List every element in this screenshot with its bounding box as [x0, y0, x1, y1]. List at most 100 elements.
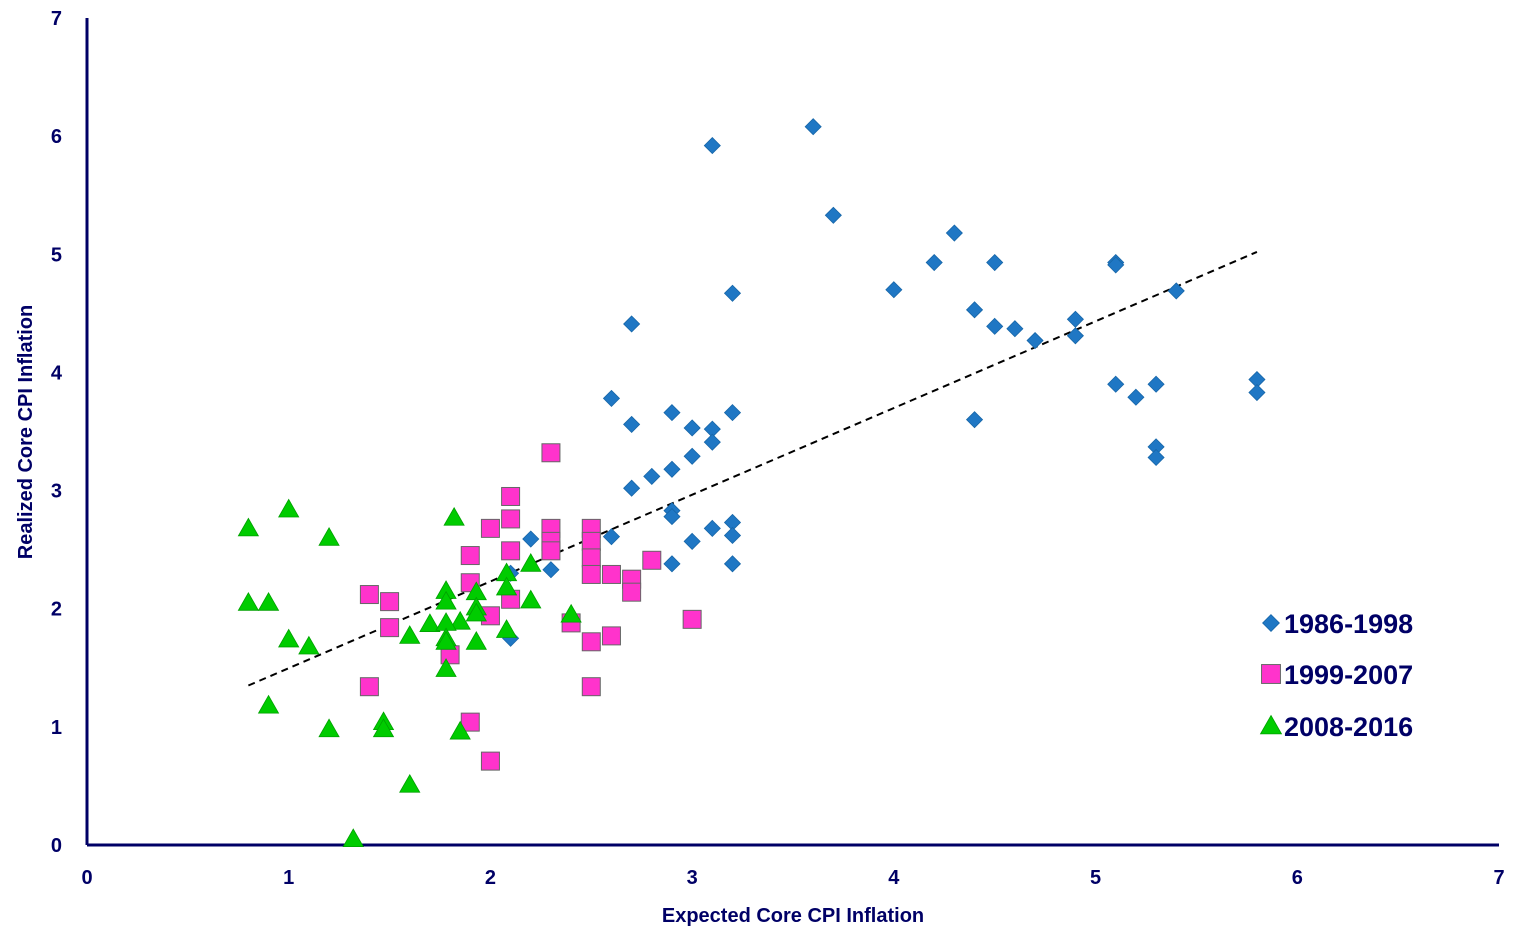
data-point	[359, 677, 379, 697]
legend-label: 2008-2016	[1284, 712, 1413, 742]
data-point	[257, 592, 280, 611]
data-point	[723, 284, 742, 302]
legend-item: 1986-1998	[1262, 609, 1413, 639]
series-1999-2007	[359, 443, 702, 771]
legend-marker	[1261, 664, 1281, 684]
data-point	[560, 603, 582, 623]
data-point	[723, 526, 742, 545]
series-1986-1998	[502, 118, 1266, 647]
data-point	[435, 658, 457, 677]
legend-item: 1999-2007	[1261, 660, 1413, 690]
x-axis-title: Expected Core CPI Inflation	[662, 905, 924, 927]
data-point	[460, 712, 480, 732]
data-point	[723, 404, 742, 422]
data-points	[237, 118, 1266, 847]
data-point	[520, 589, 542, 609]
data-point	[501, 486, 521, 506]
legend-label: 1999-2007	[1284, 660, 1413, 690]
data-point	[480, 606, 500, 626]
data-point	[683, 532, 701, 550]
data-point	[399, 625, 421, 644]
data-point	[419, 613, 441, 632]
y-tick-label: 1	[51, 717, 62, 739]
y-tick-label: 2	[51, 599, 62, 621]
data-point	[601, 564, 621, 584]
data-point	[986, 253, 1004, 272]
data-point	[885, 281, 903, 299]
y-tick-label: 3	[51, 481, 62, 503]
legend-marker	[1262, 614, 1280, 632]
data-point	[601, 626, 621, 646]
x-tick-label: 0	[81, 867, 92, 889]
data-point	[399, 773, 421, 793]
data-point	[945, 224, 963, 242]
series-2008-2016	[237, 498, 582, 847]
axes	[85, 18, 1499, 847]
data-point	[683, 419, 701, 437]
data-point	[1066, 310, 1084, 328]
x-tick-label: 6	[1292, 867, 1303, 889]
trendline	[247, 251, 1258, 687]
data-point	[1026, 331, 1044, 350]
y-axis-title: Realized Core CPI Inflation	[15, 305, 37, 559]
data-point	[443, 506, 465, 526]
data-point	[318, 718, 340, 738]
legend-item: 2008-2016	[1259, 712, 1413, 742]
data-point	[501, 541, 521, 561]
legend-marker	[1259, 714, 1283, 735]
data-point	[318, 527, 340, 546]
y-tick-label: 4	[51, 362, 63, 384]
data-point	[1167, 282, 1185, 300]
data-point	[380, 592, 400, 612]
data-point	[278, 498, 300, 518]
data-point	[257, 694, 280, 714]
data-point	[435, 590, 457, 610]
data-point	[581, 531, 601, 551]
data-point	[1147, 448, 1165, 467]
data-point	[372, 718, 395, 738]
data-point	[663, 404, 681, 422]
data-point	[1248, 383, 1266, 402]
data-point	[622, 582, 642, 602]
data-point	[663, 555, 681, 573]
data-point	[460, 546, 480, 566]
axis-ticks: 0 1 2 3 4 5 6 7 0 1 2 3 4 5 6 7	[51, 8, 1505, 889]
data-point	[501, 509, 521, 529]
data-point	[643, 467, 661, 485]
data-point	[237, 517, 260, 537]
data-point	[298, 635, 320, 655]
data-point	[703, 519, 721, 537]
data-point	[359, 585, 379, 605]
data-point	[602, 528, 621, 546]
data-point	[965, 411, 984, 429]
data-point	[623, 415, 641, 433]
data-point	[723, 555, 742, 573]
data-point	[480, 518, 500, 538]
data-point	[449, 610, 471, 630]
x-tick-label: 2	[485, 867, 496, 889]
data-point	[1006, 320, 1024, 338]
legend: 1986-1998 1999-2007 2008-2016	[1259, 609, 1413, 742]
data-point	[581, 548, 601, 568]
data-point	[522, 530, 540, 548]
x-tick-label: 7	[1493, 867, 1504, 889]
data-point	[682, 609, 702, 629]
data-point	[1107, 375, 1125, 393]
data-point	[1107, 256, 1125, 274]
data-point	[581, 632, 601, 652]
data-point	[465, 602, 487, 622]
data-point	[663, 507, 681, 526]
data-point	[986, 317, 1004, 335]
data-point	[541, 443, 561, 463]
y-tick-label: 6	[51, 126, 62, 148]
legend-label: 1986-1998	[1284, 609, 1413, 639]
data-point	[824, 206, 842, 224]
data-point	[1147, 375, 1165, 393]
data-point	[1066, 327, 1084, 345]
data-point	[342, 828, 364, 847]
data-point	[623, 479, 641, 497]
x-tick-label: 4	[888, 867, 900, 889]
data-point	[541, 541, 561, 561]
